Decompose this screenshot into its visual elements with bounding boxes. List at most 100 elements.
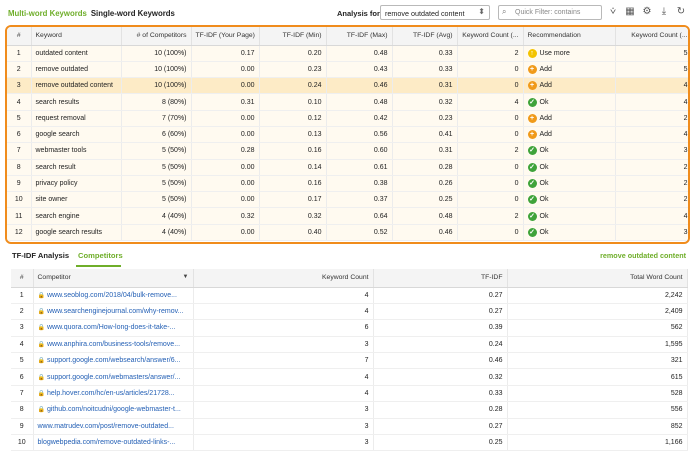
tfidf-min-cell: 0.14 bbox=[259, 159, 327, 176]
keyword-count-2-cell: 5 bbox=[615, 61, 688, 79]
table-row[interactable]: 7 webmaster tools 5 (50%) 0.28 0.16 0.60 0.31 2… bbox=[7, 142, 688, 160]
total-word-count-cell: 528 bbox=[507, 385, 688, 403]
table-row[interactable]: 10 site owner 5 (50%) 0.00 0.17 0.37 0.25 0 ✓ Ok 2 bbox=[7, 191, 688, 209]
col-total-word-count[interactable]: Total Word Count bbox=[507, 269, 688, 288]
col-competitors[interactable]: # of Competitors bbox=[121, 27, 192, 46]
competitor-link[interactable]: www.quora.com/How-long-does-it-take-... bbox=[46, 324, 176, 332]
competitors-cell: 5 (50%) bbox=[121, 142, 192, 160]
col-recommendation[interactable]: Recommendation bbox=[523, 27, 616, 46]
table-row[interactable]: 1 🔒 www.seoblog.com/2018/04/bulk-remove...… bbox=[11, 287, 688, 304]
gear-icon[interactable]: ⚙ bbox=[642, 6, 652, 17]
table-row[interactable]: 7 🔒 help.hover.com/hc/en-us/articles/21728… bbox=[11, 385, 688, 403]
table-row[interactable]: 5 request removal 7 (70%) 0.00 0.12 0.42 0.23 0… bbox=[7, 110, 688, 127]
tfidf-avg-cell: 0.31 bbox=[392, 142, 458, 160]
table-row[interactable]: 6 🔒 support.google.com/webmasters/answer/.… bbox=[11, 368, 688, 386]
competitor-link[interactable]: www.matrudev.com/post/remove-outdated... bbox=[37, 422, 174, 430]
competitor-link[interactable]: www.searchenginejournal.com/why-remov... bbox=[46, 308, 184, 316]
competitor-link[interactable]: support.google.com/websearch/answer/6... bbox=[46, 357, 181, 365]
tfidf-avg-cell: 0.28 bbox=[392, 159, 458, 176]
row-number: 2 bbox=[11, 303, 34, 321]
quick-filter-input[interactable]: ⌕ Quick Filter: contains bbox=[498, 5, 602, 20]
tfidf-cell: 0.32 bbox=[373, 368, 508, 386]
recommendation-cell: ✓ Ok bbox=[523, 142, 616, 160]
download-icon[interactable]: ⤓ bbox=[661, 6, 667, 17]
tab-competitors[interactable]: Competitors bbox=[78, 251, 123, 260]
refresh-icon[interactable]: ↻ bbox=[676, 6, 686, 17]
tfidf-avg-cell: 0.46 bbox=[392, 224, 458, 242]
competitor-cell: 🔒 support.google.com/webmasters/answer/..… bbox=[33, 368, 194, 386]
competitors-cell: 5 (50%) bbox=[121, 175, 192, 193]
col-tfidf-avg[interactable]: TF-IDF (Avg) bbox=[392, 27, 458, 46]
table-row[interactable]: 6 google search 6 (60%) 0.00 0.13 0.56 0.41 0 + A… bbox=[7, 126, 688, 144]
table-row[interactable]: 8 🔒 github.com/noitcudni/google-webmaster-… bbox=[11, 401, 688, 419]
competitor-link[interactable]: www.seoblog.com/2018/04/bulk-remove... bbox=[46, 291, 177, 299]
col-keyword-count[interactable]: Keyword Count bbox=[193, 269, 374, 288]
competitor-link[interactable]: blogwebpedia.com/remove-outdated-links-.… bbox=[37, 439, 176, 447]
table-row[interactable]: 10 blogwebpedia.com/remove-outdated-links… bbox=[11, 434, 688, 452]
tab-tfidf-analysis[interactable]: TF-IDF Analysis bbox=[12, 251, 70, 260]
row-number: 6 bbox=[7, 126, 32, 144]
table-row[interactable]: 2 remove outdated 10 (100%) 0.00 0.23 0.43 0.3… bbox=[7, 61, 688, 79]
col-tfidf[interactable]: TF-IDF bbox=[373, 269, 508, 288]
col-keyword[interactable]: Keyword bbox=[31, 27, 122, 46]
competitors-table: # Competitor ▼ Keyword Count TF-IDF Total… bbox=[11, 269, 688, 452]
table-row[interactable]: 9 www.matrudev.com/post/remove-outdated..… bbox=[11, 418, 688, 436]
analysis-for-label: Analysis for: bbox=[337, 9, 383, 18]
table-row[interactable]: 8 search result 5 (50%) 0.00 0.14 0.61 0.28 0 ✓ O… bbox=[7, 159, 688, 176]
tfidf-cell: 0.33 bbox=[373, 385, 508, 403]
col-tfidf-your-page[interactable]: TF-IDF (Your Page) bbox=[191, 27, 260, 46]
col-tfidf-min[interactable]: TF-IDF (Min) bbox=[259, 27, 327, 46]
table-row[interactable]: 3 remove outdated content 10 (100%) 0.00 0.2… bbox=[7, 77, 688, 95]
col-competitor-label: Competitor bbox=[37, 274, 71, 282]
col-number[interactable]: # bbox=[7, 27, 32, 46]
table-row[interactable]: 5 🔒 support.google.com/websearch/answer/6.… bbox=[11, 352, 688, 370]
tfidf-min-cell: 0.24 bbox=[259, 77, 327, 95]
tfidf-cell: 0.27 bbox=[373, 303, 508, 321]
tfidf-min-cell: 0.40 bbox=[259, 224, 327, 242]
competitor-link[interactable]: github.com/noitcudni/google-webmaster-t.… bbox=[46, 406, 181, 414]
competitor-cell: 🔒 github.com/noitcudni/google-webmaster-t… bbox=[33, 401, 194, 419]
keyword-count-cell: 3 bbox=[193, 418, 374, 436]
competitor-link[interactable]: help.hover.com/hc/en-us/articles/21728..… bbox=[46, 390, 175, 398]
col-keyword-count-2[interactable]: Keyword Count (... bbox=[615, 27, 688, 46]
lock-icon: 🔒 bbox=[37, 292, 45, 299]
analysis-keyword-select[interactable]: remove outdated content ⬍ bbox=[380, 5, 490, 20]
keywords-table-header: # Keyword # of Competitors TF-IDF (Your … bbox=[7, 27, 688, 46]
col-keyword-count[interactable]: Keyword Count (... bbox=[457, 27, 524, 46]
table-row[interactable]: 4 search results 8 (80%) 0.31 0.10 0.48 0.32 4 ✓… bbox=[7, 93, 688, 111]
col-competitor[interactable]: Competitor ▼ bbox=[33, 269, 194, 288]
grid-icon[interactable]: ▦ bbox=[625, 6, 635, 17]
col-tfidf-max[interactable]: TF-IDF (Max) bbox=[326, 27, 393, 46]
row-number: 5 bbox=[11, 352, 34, 370]
row-number: 7 bbox=[11, 385, 34, 403]
competitor-link[interactable]: support.google.com/webmasters/answer/... bbox=[46, 373, 181, 381]
table-row[interactable]: 12 google search results 4 (40%) 0.00 0.40 0.… bbox=[7, 224, 688, 242]
tab-single-word-keywords[interactable]: Single-word Keywords bbox=[90, 8, 175, 18]
check-circle-icon: ✓ bbox=[527, 195, 537, 205]
row-number: 11 bbox=[7, 207, 32, 225]
table-row[interactable]: 11 search engine 4 (40%) 0.32 0.32 0.64 0.48 2 ✓… bbox=[7, 207, 688, 225]
tfidf-min-cell: 0.20 bbox=[259, 45, 327, 62]
recommendation-cell: ✓ Ok bbox=[523, 191, 616, 209]
table-row[interactable]: 1 outdated content 10 (100%) 0.17 0.20 0.48 0.… bbox=[7, 45, 688, 62]
arrow-up-circle-icon: ↑ bbox=[527, 48, 537, 58]
table-row[interactable]: 3 🔒 www.quora.com/How-long-does-it-take-..… bbox=[11, 319, 688, 337]
keyword-count-cell: 0 bbox=[457, 77, 524, 95]
col-number[interactable]: # bbox=[11, 269, 34, 288]
row-number: 3 bbox=[7, 77, 32, 95]
table-row[interactable]: 9 privacy policy 5 (50%) 0.00 0.16 0.38 0.26 0 ✓… bbox=[7, 175, 688, 193]
tfidf-your-page-cell: 0.00 bbox=[191, 126, 260, 144]
tab-multi-word-keywords[interactable]: Multi-word Keywords bbox=[8, 8, 87, 18]
plus-circle-icon: + bbox=[527, 81, 537, 91]
tfidf-cell: 0.28 bbox=[373, 401, 508, 419]
competitor-cell: www.matrudev.com/post/remove-outdated... bbox=[33, 418, 194, 436]
table-row[interactable]: 4 🔒 www.anphira.com/business-tools/remove.… bbox=[11, 336, 688, 354]
recommendation-label: Ok bbox=[539, 196, 549, 204]
lower-keyword-label: remove outdated content bbox=[600, 251, 686, 260]
lock-icon: 🔒 bbox=[37, 341, 45, 348]
filter-icon[interactable]: ⩒ bbox=[609, 6, 617, 17]
table-row[interactable]: 2 🔒 www.searchenginejournal.com/why-remov.… bbox=[11, 303, 688, 321]
competitor-link[interactable]: www.anphira.com/business-tools/remove... bbox=[46, 340, 181, 348]
competitor-cell: 🔒 www.seoblog.com/2018/04/bulk-remove... bbox=[33, 287, 194, 304]
tfidf-your-page-cell: 0.28 bbox=[191, 142, 260, 160]
